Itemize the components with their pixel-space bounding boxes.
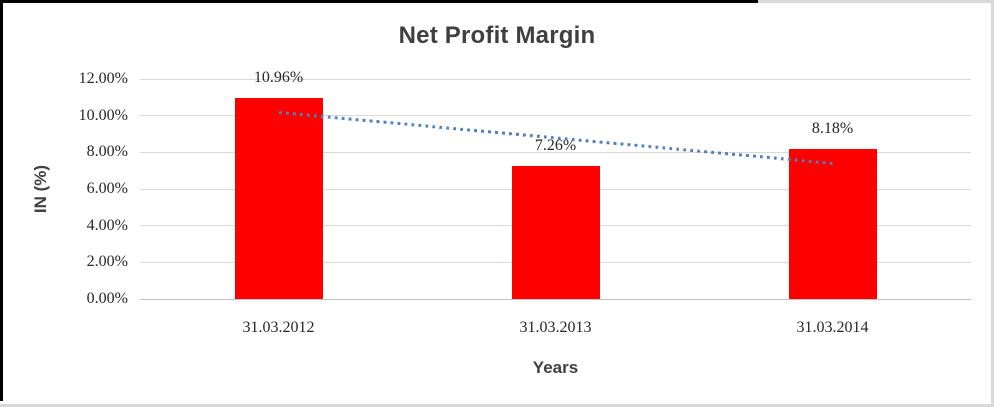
gridline (140, 78, 971, 80)
y-axis-tick-label: 10.00% (78, 106, 128, 124)
frame-border-top (0, 0, 994, 3)
frame-border-bottom (0, 404, 994, 407)
y-axis-tick-label: 8.00% (86, 143, 128, 161)
y-axis-tick-label: 0.00% (86, 290, 128, 307)
bar (234, 98, 323, 299)
plot-area: 10.96% 7.26% 8.18% (140, 69, 971, 300)
x-axis-tick-label: 31.03.2014 (796, 319, 869, 336)
trendline (278, 110, 833, 165)
bar-data-label: 8.18% (811, 120, 854, 138)
bar-data-label: 10.96% (253, 69, 304, 87)
frame-border-left (0, 0, 3, 401)
gridline (140, 151, 971, 153)
y-axis-tick-label: 4.00% (86, 216, 128, 234)
x-axis-line (140, 298, 971, 300)
y-axis-tick-label: 12.00% (78, 70, 128, 87)
y-axis-tick-label: 6.00% (86, 180, 128, 197)
gridline (140, 115, 971, 117)
x-axis-title: Years (532, 358, 579, 377)
chart-title: Net Profit Margin (398, 22, 596, 49)
bar (788, 149, 877, 299)
bar-data-label: 7.26% (534, 136, 577, 154)
bar (511, 165, 600, 299)
x-axis-tick-label: 31.03.2013 (519, 319, 592, 336)
x-axis-tick-label: 31.03.2012 (242, 319, 315, 336)
y-axis-tick-label: 2.00% (86, 253, 128, 271)
frame-border-right (991, 0, 994, 407)
